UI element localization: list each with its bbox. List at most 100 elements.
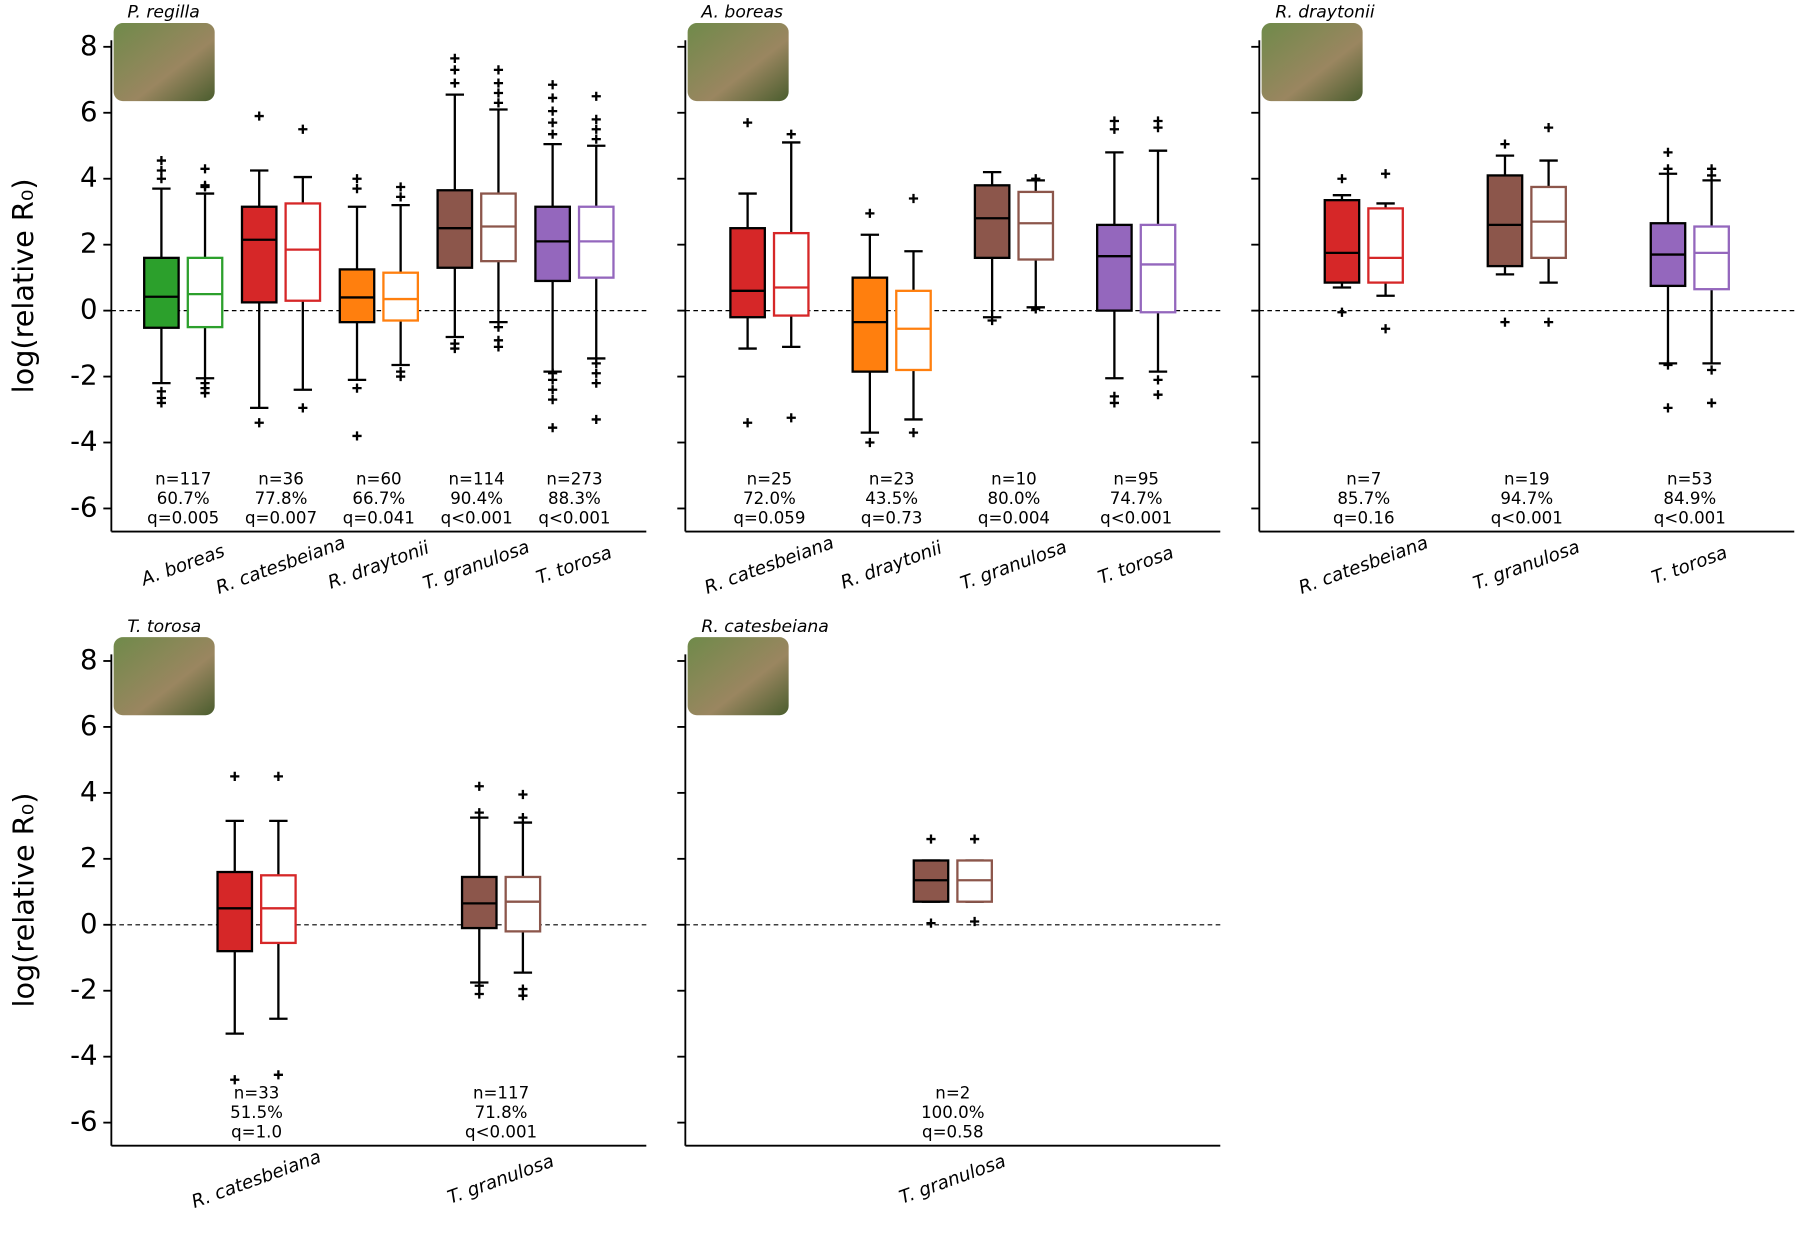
flier [493,342,504,352]
flier [908,428,919,438]
annotation: 90.4% [450,489,503,508]
annotation: q=0.041 [343,508,415,527]
annotation: n=273 [546,469,602,488]
annotation: q=0.004 [978,508,1050,527]
flier [1544,123,1554,133]
flier [743,118,753,128]
annotation: q=0.059 [733,508,805,527]
box [851,276,889,373]
y-tick-label: 2 [80,842,98,874]
annotation: q=1.0 [231,1123,282,1142]
annotation: n=23 [869,469,915,488]
panel-title: P. regilla [127,3,199,23]
annotation: q<0.001 [1654,508,1726,527]
box [216,870,254,953]
box [338,268,376,324]
x-tick-label: T. granulosa [420,537,532,595]
flier [987,315,997,326]
x-tick-label: R. catesbeiana [213,532,348,598]
y-tick-label: 2 [80,228,98,260]
flier [926,918,936,928]
flier [548,118,558,128]
flier [1337,307,1347,317]
x-tick-label: T. torosa [1095,542,1176,589]
y-tick-label: -2 [70,974,97,1006]
x-tick-label: R. catesbeiana [1296,532,1431,598]
flier [230,771,240,781]
flier [450,78,460,88]
annotation: q=0.007 [245,508,317,527]
flier [591,124,601,134]
x-tick-label: R. catesbeiana [702,532,837,598]
y-tick-label: -4 [70,426,97,458]
flier [548,375,558,385]
panel: T. torosa log(relative R₀) -6 -4 -2 0 2 4 6 8 n=33… [6,617,647,1213]
flier [396,182,406,192]
y-tick-label: -4 [70,1040,97,1072]
flier [865,208,875,218]
annotation: 77.8% [255,489,308,508]
flier [1707,398,1717,408]
y-tick-label: 4 [80,776,98,808]
flier [493,322,504,332]
panel-title: R. catesbeiana [701,617,828,637]
annotation: n=19 [1504,469,1550,488]
annotation: 66.7% [352,489,405,508]
annotation: 100.0% [921,1103,984,1122]
flier [1380,324,1391,334]
flier [493,88,504,98]
flier [1153,123,1163,133]
species-photo [113,23,215,102]
box [240,205,278,304]
flier [254,111,264,121]
annotation: 88.3% [548,489,601,508]
flier [548,93,558,103]
panel: R. draytonii n=785.7%q=0.16 R. catesbeiana… [1251,3,1795,599]
x-tick-label: T. torosa [1649,542,1730,589]
box [143,256,180,329]
flier [1707,365,1717,375]
annotation: 85.7% [1337,489,1390,508]
flier [493,98,504,108]
flier [548,80,558,90]
box [1486,174,1524,268]
flier [1109,398,1119,408]
annotation: n=25 [747,469,793,488]
y-axis-label: log(relative R₀) [6,793,40,1008]
annotation: n=2 [935,1084,970,1103]
annotation: q=0.58 [922,1123,984,1142]
annotation: q<0.001 [1491,508,1563,527]
annotation: n=117 [155,469,211,488]
annotation: n=33 [234,1084,280,1103]
box [382,271,420,322]
flier [786,129,796,139]
box [895,289,932,372]
y-tick-label: -6 [70,1106,97,1138]
x-tick-label: T. granulosa [958,537,1070,595]
flier [474,808,484,818]
y-tick-label: 4 [80,162,98,194]
x-tick-label: R. draytonii [838,537,946,593]
flier [352,383,362,393]
box [186,256,224,329]
x-tick-label: R. catesbeiana [189,1147,324,1213]
x-tick-label: T. torosa [534,542,615,589]
flier [200,182,210,192]
flier [493,65,504,75]
flier [591,358,601,368]
flier [591,414,601,425]
flier [396,371,406,382]
flier [548,129,558,139]
flier [352,174,362,184]
x-tick-label: T. granulosa [445,1151,557,1209]
y-tick-label: 0 [80,294,98,326]
y-tick-label: 6 [80,96,98,128]
flier [1707,170,1717,181]
annotation: 43.5% [865,489,918,508]
y-tick-label: -6 [70,491,97,523]
flier [1663,147,1673,157]
flier [548,385,558,395]
annotation: n=95 [1113,469,1159,488]
species-photo [687,637,789,716]
